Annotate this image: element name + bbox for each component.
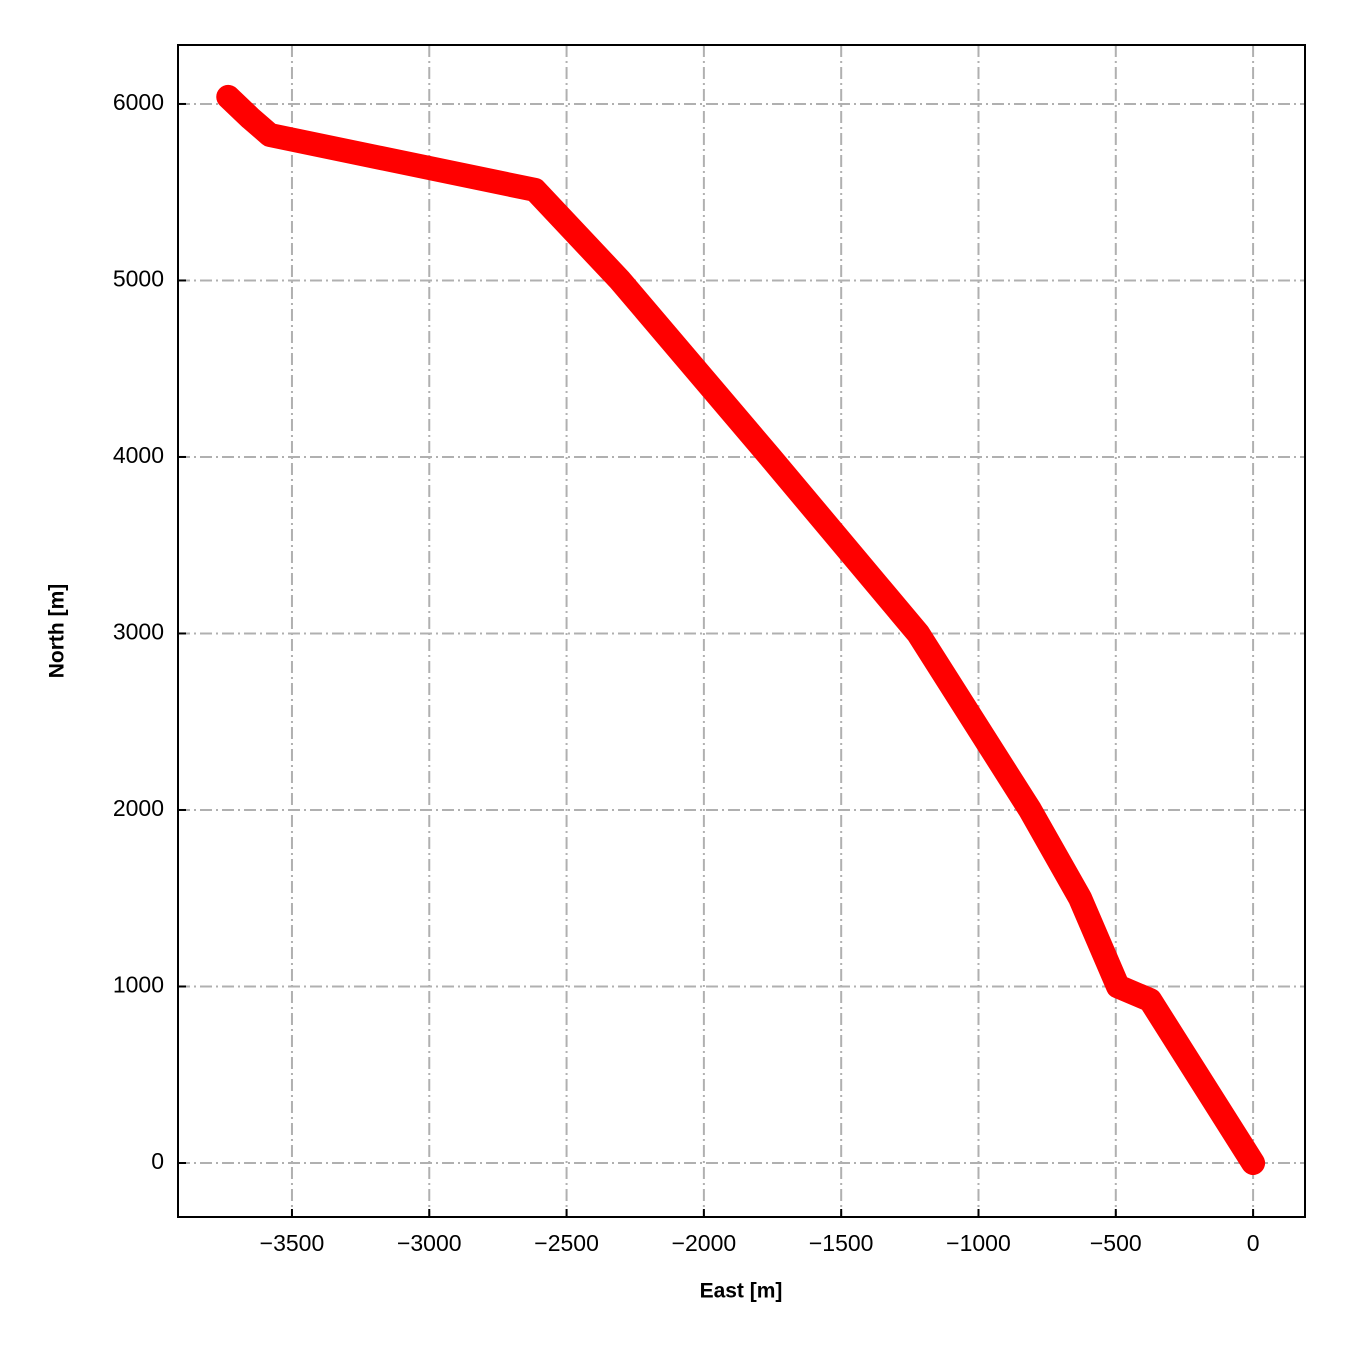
x-tick-label: −1000 <box>946 1230 1011 1256</box>
x-axis-label: East [m] <box>700 1280 783 1303</box>
y-tick-label: 0 <box>151 1148 164 1174</box>
x-tick-label: −1500 <box>809 1230 874 1256</box>
trajectory-line <box>216 84 1266 1175</box>
y-tick-label: 5000 <box>113 266 164 292</box>
x-tick-label: −2000 <box>672 1230 737 1256</box>
y-tick-label: 4000 <box>113 442 164 468</box>
y-tick-label: 1000 <box>113 972 164 998</box>
x-tick-label: 0 <box>1247 1230 1260 1256</box>
x-tick-label: −3000 <box>397 1230 462 1256</box>
y-axis-label: North [m] <box>46 584 69 678</box>
y-tick-label: 6000 <box>113 89 164 115</box>
x-tick-label: −3500 <box>260 1230 325 1256</box>
y-tick-label: 3000 <box>113 619 164 645</box>
x-tick-label: −2500 <box>534 1230 599 1256</box>
x-tick-label: −500 <box>1090 1230 1142 1256</box>
y-tick-label: 2000 <box>113 795 164 821</box>
plot-frame <box>177 44 1306 1218</box>
